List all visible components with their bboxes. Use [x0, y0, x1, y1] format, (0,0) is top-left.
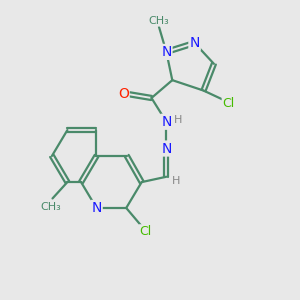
- Text: Cl: Cl: [140, 225, 152, 238]
- Text: Cl: Cl: [223, 98, 235, 110]
- Text: N: N: [161, 142, 172, 155]
- Text: N: N: [189, 36, 200, 50]
- Text: O: O: [118, 86, 129, 100]
- Text: N: N: [91, 201, 102, 215]
- Text: CH₃: CH₃: [148, 16, 169, 26]
- Text: H: H: [172, 176, 180, 186]
- Text: H: H: [173, 115, 182, 125]
- Text: N: N: [161, 45, 172, 59]
- Text: CH₃: CH₃: [41, 202, 62, 212]
- Text: N: N: [161, 115, 172, 129]
